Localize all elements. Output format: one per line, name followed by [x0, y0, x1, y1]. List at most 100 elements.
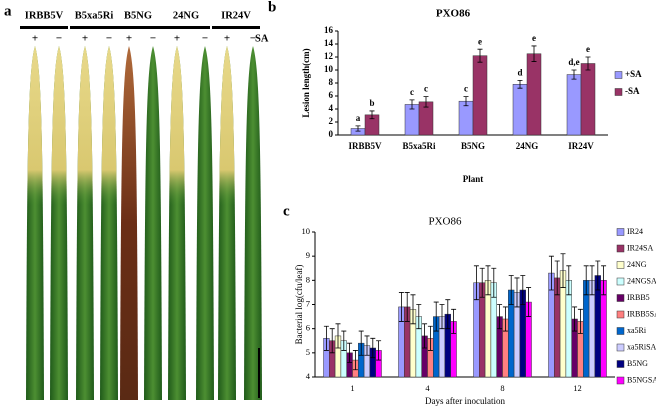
error-bar [554, 260, 560, 296]
error-bar [404, 292, 410, 322]
error-bar [463, 96, 469, 107]
legend-label: B5NG [627, 359, 648, 368]
y-tick-label: 14 [324, 38, 334, 48]
chart-title: PXO86 [428, 216, 462, 228]
legend-label: B5NGSA [627, 375, 656, 384]
leaf [196, 46, 214, 400]
y-axis-label: Bacterial log(cfu/leaf) [294, 265, 304, 345]
error-bar [416, 304, 422, 330]
genotype-label: B5NG [124, 10, 152, 21]
treatment-sign: + [174, 33, 180, 45]
bar [472, 55, 488, 136]
bar [512, 84, 528, 136]
bar [580, 63, 596, 136]
legend-swatch [614, 71, 623, 79]
error-bar [572, 306, 578, 332]
error-bar [445, 299, 451, 330]
error-bar [497, 304, 503, 330]
legend-label: 24NG [627, 260, 647, 269]
treatment-sign: + [82, 33, 88, 45]
legend-swatch [616, 277, 625, 286]
genotype-label: 24NG [173, 10, 199, 21]
leaf [144, 46, 162, 400]
treatment-sign: + [126, 33, 132, 45]
treatment-sign: − [106, 33, 112, 45]
error-bar [358, 330, 364, 356]
x-tick-label: B5NG [461, 141, 485, 151]
treatment-label: SA [255, 33, 269, 44]
y-tick-label: 6 [306, 323, 310, 333]
error-bar [520, 275, 526, 305]
treatment-sign: − [250, 33, 256, 45]
error-bar [422, 323, 428, 349]
x-tick-label: 1 [350, 383, 354, 393]
error-bar [526, 287, 532, 317]
error-bar [517, 80, 523, 89]
y-tick-label: 8 [306, 274, 310, 284]
error-bar [548, 255, 554, 291]
error-bar [601, 265, 607, 296]
legend-label: IRBB5SA [627, 309, 656, 318]
y-tick-label: 5 [306, 347, 310, 357]
error-bar [531, 45, 537, 62]
error-bar [451, 308, 457, 334]
y-tick-label: 6 [329, 90, 334, 100]
genotype-label: B5xa5Ri [75, 10, 114, 21]
group-bar [70, 26, 118, 29]
x-tick-label: 12 [573, 383, 582, 393]
significance-letter: e [532, 33, 536, 43]
y-axis-label: Lesion length(cm) [301, 48, 311, 117]
legend-swatch [616, 376, 625, 385]
legend-swatch [616, 228, 625, 236]
error-bar [347, 342, 353, 363]
error-bar [323, 325, 329, 351]
error-bar [329, 328, 335, 354]
bar [594, 275, 601, 378]
legend-label: IR24SA [627, 243, 653, 252]
y-tick-label: 0 [329, 129, 334, 139]
treatment-sign: + [32, 33, 38, 45]
error-bar [508, 275, 514, 305]
error-bar [473, 265, 479, 301]
legend-label: -SA [625, 86, 640, 96]
error-bar [571, 69, 577, 80]
y-tick-label: 7 [306, 298, 310, 308]
legend-label: xa5RiSA [627, 342, 656, 351]
error-bar [502, 306, 508, 332]
scale-bar [258, 348, 260, 398]
legend-swatch [616, 327, 625, 335]
error-bar [364, 335, 370, 356]
y-tick-label: 9 [306, 250, 310, 260]
x-tick-label: IR24V [568, 141, 594, 151]
group-bar [114, 26, 162, 29]
genotype-label: IR24V [221, 10, 251, 21]
y-tick-label: 16 [324, 25, 334, 35]
error-bar [577, 308, 583, 334]
error-bar [370, 337, 376, 359]
x-tick-label: 8 [500, 383, 504, 393]
significance-letter: c [464, 84, 468, 94]
error-bar [439, 304, 445, 330]
significance-letter: d,e [568, 57, 579, 67]
significance-letter: c [410, 87, 414, 97]
error-bar [479, 267, 485, 298]
x-axis-label: Days after inoculation [425, 396, 505, 406]
legend-swatch [616, 261, 625, 269]
legend-swatch [614, 88, 623, 96]
leaf-lesion [168, 46, 186, 400]
x-tick-label: IRBB5V [348, 141, 382, 151]
leaf-lesion [100, 46, 118, 400]
leaf-photo [0, 0, 266, 408]
leaf [244, 46, 262, 400]
y-tick-label: 10 [324, 64, 334, 74]
error-bar [566, 265, 572, 296]
significance-letter: e [586, 44, 590, 54]
x-tick-label: B5xa5Ri [402, 141, 436, 151]
error-bar [423, 96, 429, 108]
legend-label: IR24 [627, 227, 643, 236]
leaf-lesion [26, 46, 44, 400]
group-bar [212, 26, 260, 29]
genotype-label: IRBB5V [25, 10, 64, 21]
error-bar [491, 267, 497, 298]
